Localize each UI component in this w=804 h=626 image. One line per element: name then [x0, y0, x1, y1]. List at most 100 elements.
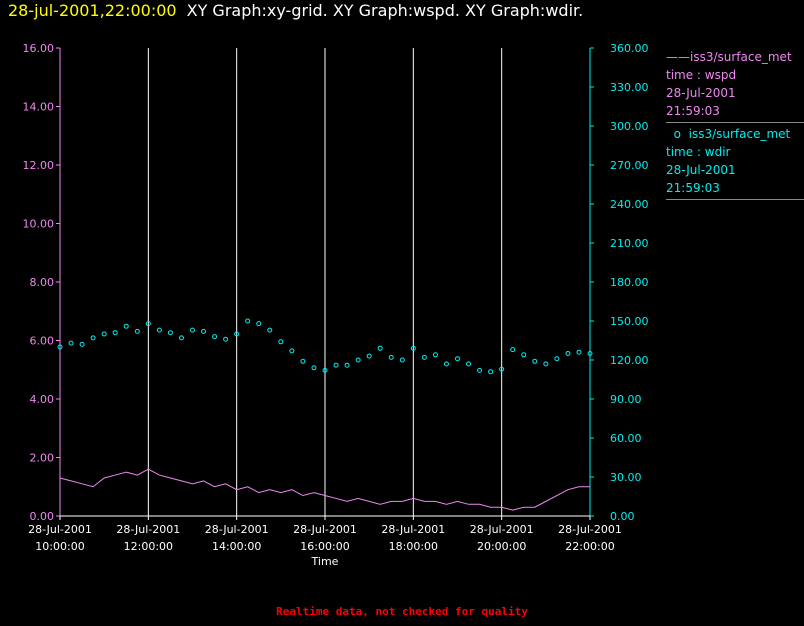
- wdir-point: [178, 335, 184, 341]
- wdir-point: [432, 352, 438, 358]
- x-tick-time: 22:00:00: [565, 540, 614, 553]
- wdir-point: [156, 327, 162, 333]
- y-left-tick-label: 4.00: [30, 393, 55, 406]
- wdir-point: [521, 352, 527, 358]
- y-left-tick-label: 6.00: [30, 335, 55, 348]
- legend-time: 21:59:03: [666, 104, 720, 118]
- header-datetime: 28-jul-2001,22:00:00: [8, 1, 177, 20]
- wdir-point: [267, 327, 273, 333]
- y-right-tick-label: 360.00: [610, 42, 649, 55]
- y-left-tick-label: 10.00: [23, 218, 55, 231]
- wdir-point: [190, 327, 195, 333]
- wdir-point: [499, 366, 505, 372]
- x-tick-time: 18:00:00: [389, 540, 438, 553]
- wdir-point: [565, 351, 571, 356]
- wdir-point: [587, 351, 593, 356]
- x-tick-time: 14:00:00: [212, 540, 261, 553]
- y-right-tick-label: 150.00: [610, 315, 649, 328]
- wdir-point: [443, 361, 449, 367]
- legend-line-symbol: ——: [666, 50, 690, 64]
- wdir-point: [532, 358, 538, 364]
- y-right-tick-label: 120.00: [610, 354, 649, 367]
- wdir-point: [256, 321, 262, 327]
- legend-field: time : wspd: [666, 68, 737, 82]
- wdir-point: [223, 336, 229, 342]
- wdir-point: [355, 357, 361, 363]
- wdir-point: [399, 357, 405, 363]
- wdir-point: [477, 367, 483, 373]
- wdir-point: [344, 362, 350, 368]
- wdir-point: [455, 356, 460, 362]
- wdir-point: [543, 361, 549, 367]
- wdir-point: [466, 361, 472, 367]
- wdir-point: [245, 318, 251, 324]
- x-tick-time: 16:00:00: [300, 540, 349, 553]
- wdir-point: [311, 365, 317, 371]
- wdir-point: [300, 358, 306, 364]
- legend-entry-wdir[interactable]: ο iss3/surface_met time : wdir 28-Jul-20…: [666, 125, 804, 198]
- legend-divider: [666, 199, 804, 200]
- x-tick-date: 28-Jul-2001: [558, 523, 622, 536]
- wdir-point: [322, 367, 328, 373]
- wdir-point: [333, 362, 339, 368]
- wdir-point: [554, 356, 560, 362]
- x-tick-date: 28-Jul-2001: [116, 523, 180, 536]
- legend-field: time : wdir: [666, 145, 731, 159]
- y-right-tick-label: 90.00: [610, 393, 642, 406]
- wdir-point: [410, 345, 416, 351]
- wdir-point: [90, 335, 96, 341]
- x-tick-time: 20:00:00: [477, 540, 526, 553]
- y-left-tick-label: 14.00: [23, 101, 55, 114]
- x-tick-date: 28-Jul-2001: [381, 523, 445, 536]
- wdir-point: [488, 369, 494, 375]
- wdir-point: [145, 321, 151, 327]
- wdir-point: [388, 354, 394, 360]
- y-left-tick-label: 0.00: [30, 510, 55, 523]
- wdir-point: [289, 348, 295, 354]
- y-right-tick-label: 210.00: [610, 237, 649, 250]
- y-left-tick-label: 8.00: [30, 276, 55, 289]
- y-right-tick-label: 330.00: [610, 81, 649, 94]
- wdir-point: [576, 349, 582, 355]
- legend-label: iss3/surface_met: [688, 127, 791, 141]
- header-graph-titles: XY Graph:xy-grid. XY Graph:wspd. XY Grap…: [186, 1, 584, 20]
- x-tick-time: 12:00:00: [124, 540, 173, 553]
- y-left-tick-label: 12.00: [23, 159, 55, 172]
- wdir-point: [101, 331, 107, 337]
- wdir-point: [510, 347, 516, 353]
- x-tick-date: 28-Jul-2001: [205, 523, 269, 536]
- y-right-tick-label: 180.00: [610, 276, 649, 289]
- x-tick-date: 28-Jul-2001: [28, 523, 92, 536]
- wdir-point: [134, 328, 140, 334]
- wdir-point: [201, 328, 207, 334]
- wdir-point: [79, 341, 85, 347]
- y-right-tick-label: 300.00: [610, 120, 649, 133]
- x-axis-label: Time: [311, 555, 339, 568]
- y-left-tick-label: 2.00: [30, 452, 55, 465]
- y-right-tick-label: 0.00: [610, 510, 635, 523]
- wdir-point: [212, 334, 218, 340]
- wdir-point: [68, 340, 74, 346]
- wdir-point: [112, 330, 118, 336]
- x-tick-date: 28-Jul-2001: [293, 523, 357, 536]
- legend-circle-symbol: ο: [666, 127, 689, 141]
- wdir-point: [377, 345, 383, 351]
- wdir-point: [234, 331, 240, 337]
- y-left-tick-label: 16.00: [23, 42, 55, 55]
- legend-date: 28-Jul-2001: [666, 163, 736, 177]
- legend-divider: [666, 122, 804, 123]
- legend-label: iss3/surface_met: [690, 50, 792, 64]
- legend: ——iss3/surface_met time : wspd 28-Jul-20…: [666, 48, 804, 202]
- y-right-tick-label: 240.00: [610, 198, 649, 211]
- wdir-point: [57, 344, 63, 350]
- wdir-point: [421, 354, 427, 360]
- legend-time: 21:59:03: [666, 181, 720, 195]
- wdir-point: [167, 330, 173, 336]
- quality-notice: Realtime data, not checked for quality: [276, 605, 528, 618]
- wdir-point: [366, 353, 372, 359]
- y-right-tick-label: 30.00: [610, 471, 642, 484]
- legend-entry-wspd[interactable]: ——iss3/surface_met time : wspd 28-Jul-20…: [666, 48, 804, 121]
- wdir-point: [123, 323, 129, 329]
- x-tick-time: 10:00:00: [35, 540, 84, 553]
